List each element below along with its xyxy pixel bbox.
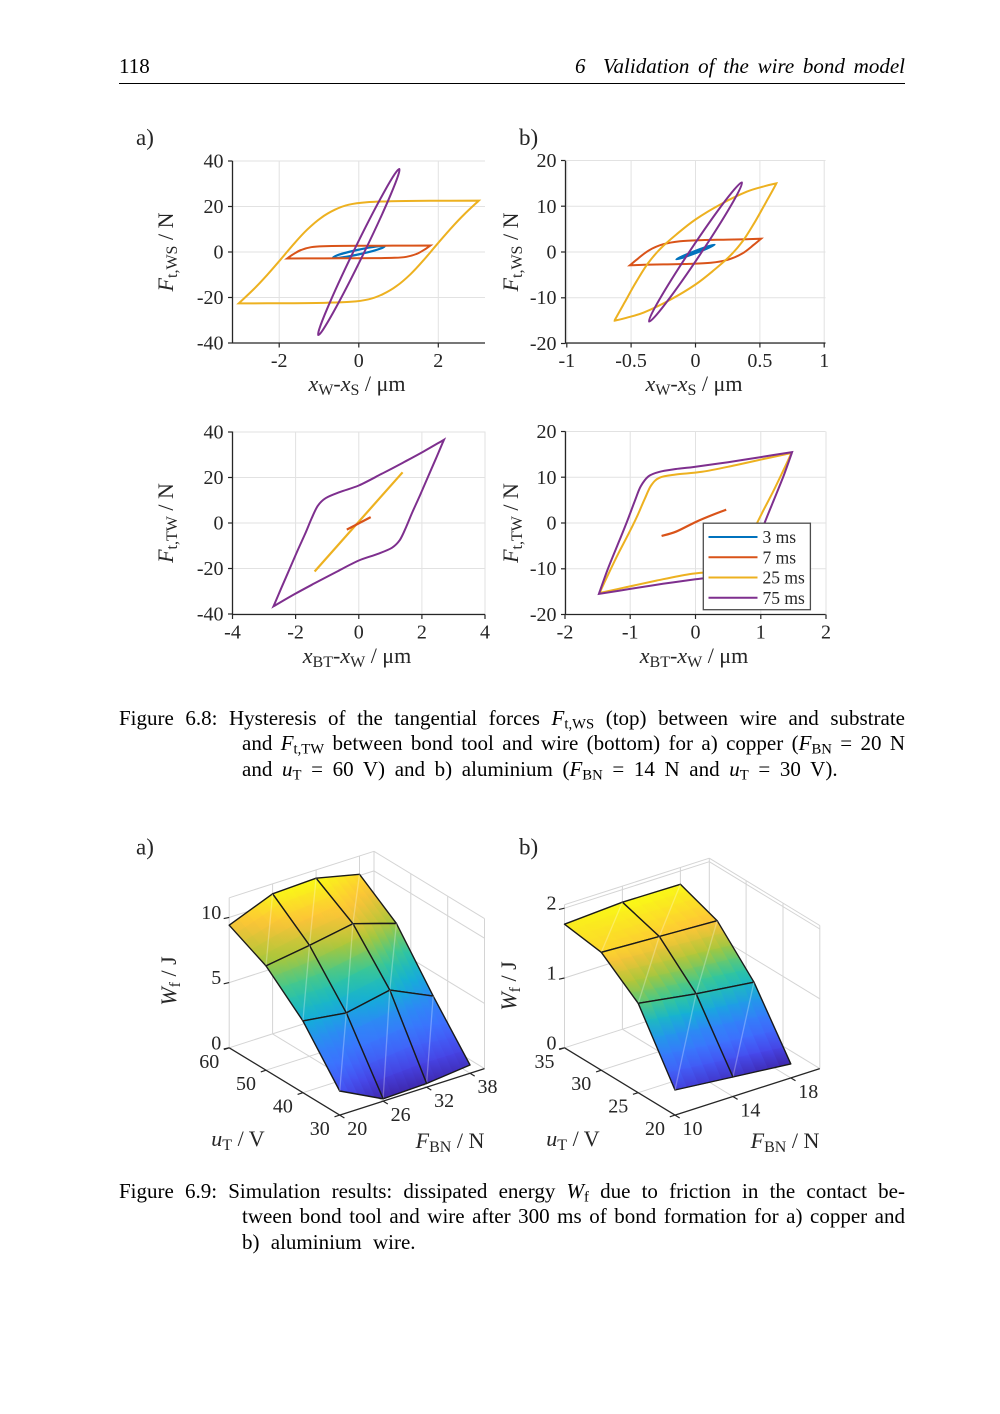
svg-text:20: 20	[537, 421, 557, 443]
svg-text:3 ms: 3 ms	[763, 527, 797, 547]
svg-text:20: 20	[204, 196, 224, 218]
svg-text:0: 0	[547, 242, 557, 264]
svg-text:0: 0	[547, 1032, 557, 1054]
svg-text:uT / V: uT / V	[211, 1126, 264, 1154]
svg-text:5: 5	[211, 967, 221, 989]
svg-text:30: 30	[310, 1118, 330, 1140]
svg-text:a): a)	[136, 835, 154, 860]
svg-text:Ft,TW / N: Ft,TW / N	[153, 483, 181, 564]
svg-text:uT / V: uT / V	[546, 1126, 599, 1154]
svg-text:38: 38	[478, 1076, 498, 1098]
svg-text:Ft,TW / N: Ft,TW / N	[498, 483, 526, 564]
svg-text:-10: -10	[530, 287, 557, 309]
svg-text:14: 14	[740, 1100, 760, 1122]
svg-text:Wf / J: Wf / J	[496, 961, 524, 1011]
svg-text:FBN / N: FBN / N	[750, 1128, 820, 1156]
svg-text:0: 0	[547, 513, 557, 535]
svg-text:xW-xS / μm: xW-xS / μm	[308, 371, 406, 399]
svg-text:10: 10	[683, 1118, 703, 1140]
svg-text:20: 20	[645, 1118, 665, 1140]
svg-text:10: 10	[537, 467, 557, 489]
svg-text:25: 25	[608, 1096, 628, 1118]
svg-text:1: 1	[819, 350, 829, 372]
svg-text:-20: -20	[530, 604, 557, 626]
svg-text:20: 20	[537, 150, 557, 172]
svg-text:-1: -1	[558, 350, 575, 372]
svg-text:-40: -40	[197, 333, 224, 355]
svg-text:10: 10	[537, 196, 557, 218]
svg-text:-2: -2	[271, 350, 288, 372]
svg-text:4: 4	[480, 622, 490, 644]
svg-text:2: 2	[417, 622, 427, 644]
svg-text:0: 0	[214, 513, 224, 535]
svg-text:2: 2	[433, 350, 443, 372]
svg-text:20: 20	[347, 1118, 367, 1140]
svg-text:7 ms: 7 ms	[763, 547, 797, 567]
svg-text:-2: -2	[557, 622, 574, 644]
svg-text:-2: -2	[287, 622, 304, 644]
svg-text:25 ms: 25 ms	[763, 568, 805, 588]
svg-text:Ft,WS / N: Ft,WS / N	[498, 212, 526, 292]
svg-text:18: 18	[798, 1081, 818, 1103]
svg-text:-40: -40	[197, 604, 224, 626]
svg-text:0: 0	[211, 1032, 221, 1054]
svg-text:60: 60	[199, 1051, 219, 1073]
svg-text:-20: -20	[197, 287, 224, 309]
svg-text:0: 0	[214, 242, 224, 264]
svg-text:-4: -4	[224, 622, 241, 644]
svg-text:40: 40	[204, 422, 224, 444]
svg-text:xW-xS / μm: xW-xS / μm	[645, 371, 743, 399]
svg-text:30: 30	[571, 1073, 591, 1095]
svg-text:b): b)	[519, 125, 538, 150]
svg-text:b): b)	[519, 835, 538, 860]
svg-text:20: 20	[204, 467, 224, 489]
svg-text:40: 40	[204, 151, 224, 173]
svg-text:-0.5: -0.5	[615, 350, 647, 372]
svg-text:1: 1	[756, 622, 766, 644]
svg-text:0: 0	[691, 622, 701, 644]
svg-text:-20: -20	[530, 333, 557, 355]
svg-text:1: 1	[547, 963, 557, 985]
svg-text:xBT-xW / μm: xBT-xW / μm	[302, 643, 411, 671]
svg-text:40: 40	[273, 1096, 293, 1118]
svg-text:26: 26	[391, 1104, 411, 1126]
svg-text:FBN / N: FBN / N	[415, 1128, 485, 1156]
svg-text:2: 2	[547, 893, 557, 915]
svg-text:0: 0	[354, 350, 364, 372]
svg-text:50: 50	[236, 1073, 256, 1095]
svg-text:xBT-xW / μm: xBT-xW / μm	[639, 643, 748, 671]
svg-text:0.5: 0.5	[747, 350, 772, 372]
svg-text:-1: -1	[622, 622, 639, 644]
svg-text:-10: -10	[530, 558, 557, 580]
svg-text:Ft,WS / N: Ft,WS / N	[153, 212, 181, 292]
svg-text:32: 32	[434, 1090, 454, 1112]
svg-text:2: 2	[821, 622, 831, 644]
svg-text:75 ms: 75 ms	[763, 588, 805, 608]
svg-text:a): a)	[136, 125, 154, 150]
svg-text:10: 10	[201, 902, 221, 924]
svg-text:0: 0	[354, 622, 364, 644]
svg-text:Wf / J: Wf / J	[156, 956, 184, 1006]
svg-text:0: 0	[691, 350, 701, 372]
svg-text:35: 35	[535, 1051, 555, 1073]
svg-text:-20: -20	[197, 558, 224, 580]
